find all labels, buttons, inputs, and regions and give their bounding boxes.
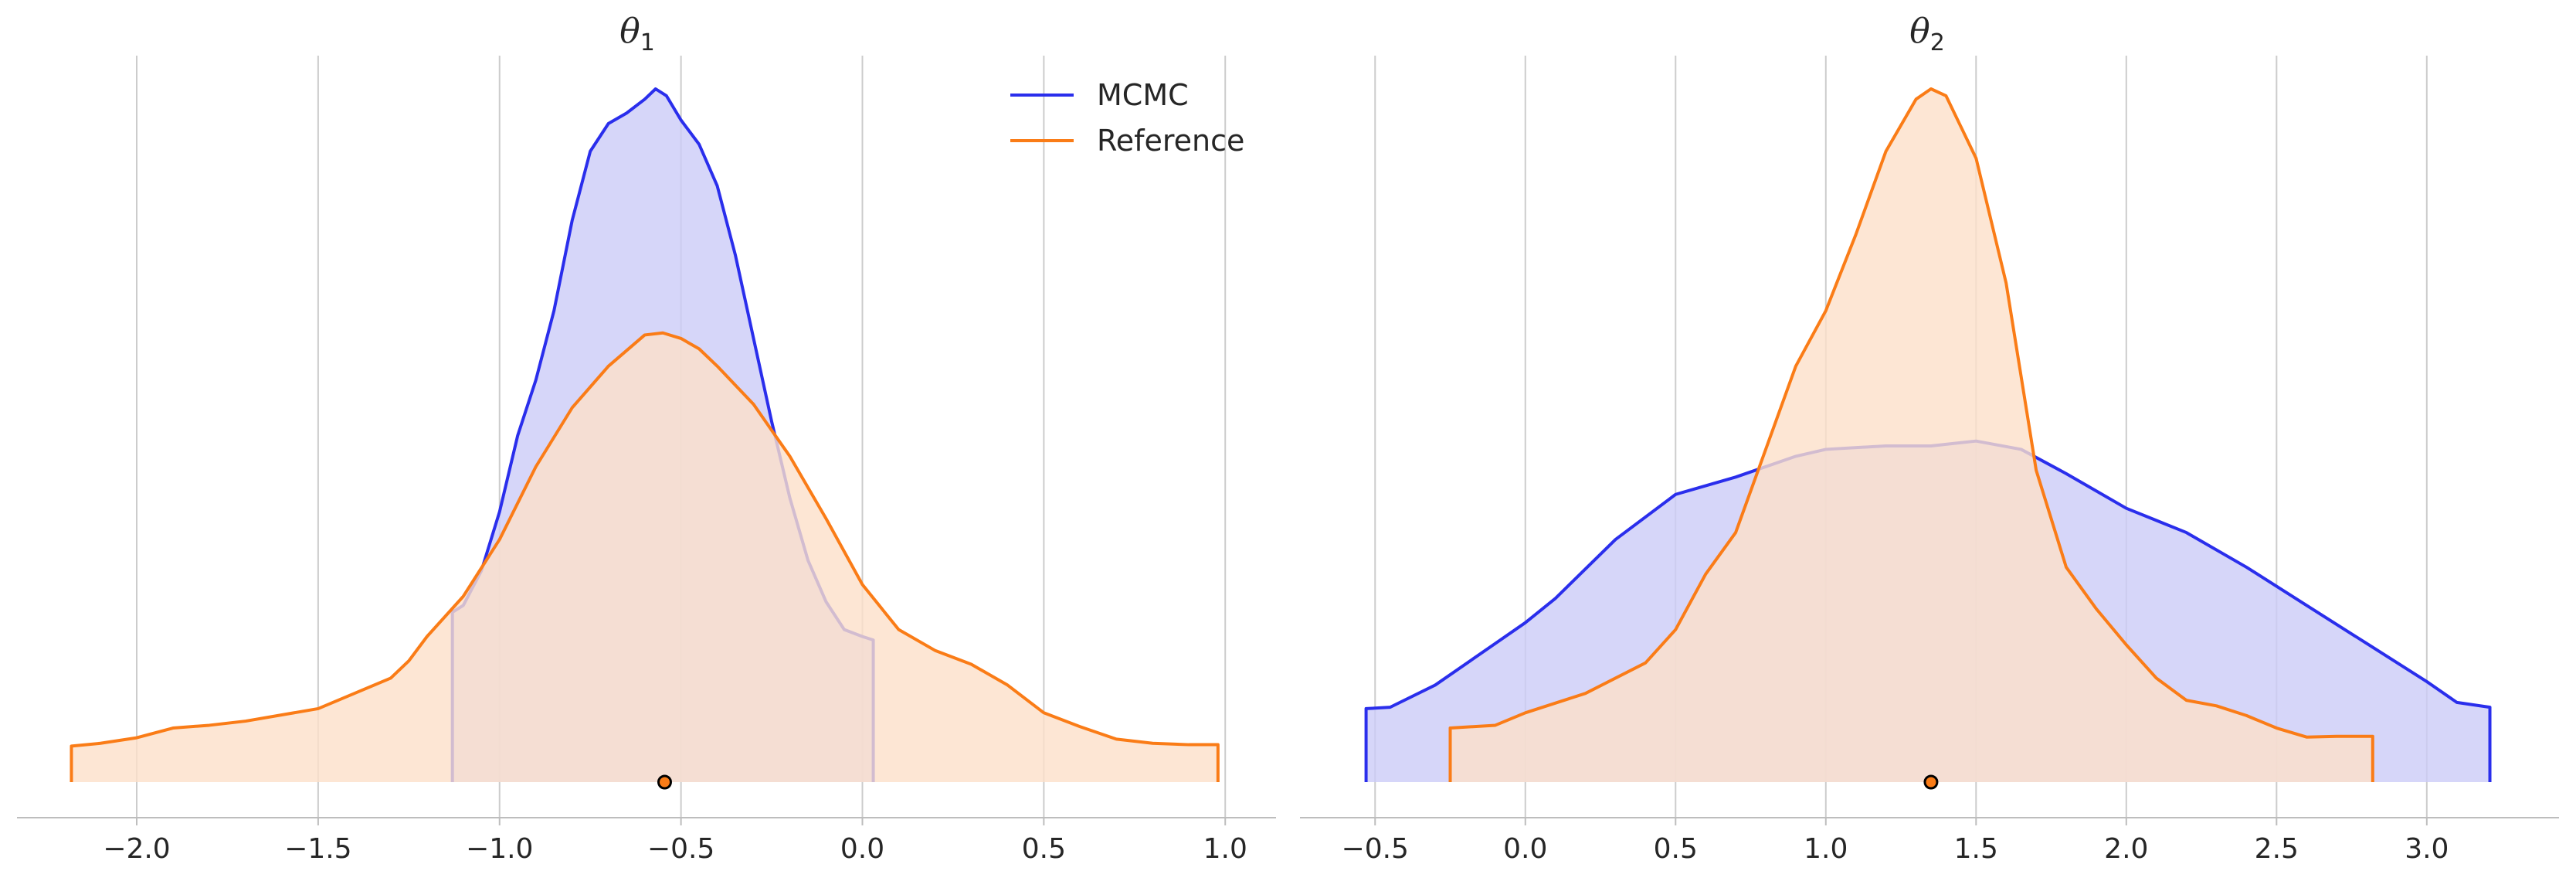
x-tick-label: 3.0 [2405,833,2449,865]
x-tick-label: −0.5 [1342,833,1409,865]
point-estimate-marker [1923,774,1939,790]
panel-theta-1: θ1 −2.0 −1.5 −1.0 −0.5 0.0 0.5 1.0 MCMC Referenc… [17,12,1276,865]
x-tick-label: 0.5 [1022,833,1066,865]
x-tick-label: 1.0 [1804,833,1848,865]
x-tick-label: −1.5 [284,833,351,865]
legend-label: MCMC [1097,78,1189,112]
density-fill [1450,89,2373,782]
series-reference [70,331,1220,782]
x-tick-label: 0.5 [1654,833,1698,865]
x-tick-label: −0.5 [647,833,714,865]
panel-title: θ1 [619,12,655,56]
x-tick-label: 0.0 [1503,833,1547,865]
x-axis-ticks: −2.0 −1.5 −1.0 −0.5 0.0 0.5 1.0 [103,818,1247,865]
x-tick-label: 2.0 [2104,833,2148,865]
x-tick-label: 1.5 [1954,833,1998,865]
legend-label: Reference [1097,124,1244,158]
panel-title: θ2 [1909,12,1945,56]
density-line [1448,87,2374,782]
x-tick-label: 0.0 [840,833,884,865]
series-reference [1448,87,2374,782]
x-tick-label: −1.0 [466,833,533,865]
density-line [70,331,1220,782]
x-axis-ticks: −0.5 0.0 0.5 1.0 1.5 2.0 2.5 3.0 [1342,818,2449,865]
panel-theta-2: θ2 −0.5 0.0 0.5 1.0 1.5 2.0 2.5 3.0 [1300,12,2559,865]
x-tick-label: 2.5 [2255,833,2299,865]
legend: MCMC Reference [1010,78,1244,158]
x-tick-label: 1.0 [1203,833,1247,865]
x-tick-label: −2.0 [103,833,170,865]
density-fill [71,332,1218,782]
point-estimate-marker [657,774,672,790]
